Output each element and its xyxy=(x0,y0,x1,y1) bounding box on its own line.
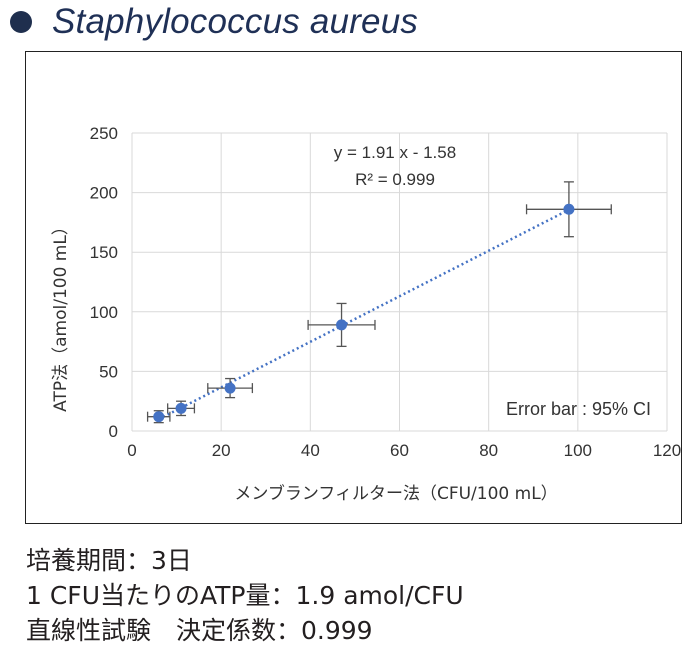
data-point xyxy=(224,382,236,394)
bullet-icon xyxy=(10,11,32,33)
y-tick-label: 50 xyxy=(99,362,118,381)
r-squared-label: R² = 0.999 xyxy=(355,170,435,189)
note-atp-per-cfu: 1 CFU当たりのATP量：1.9 amol/CFU xyxy=(26,581,464,610)
note-culture-period: 培養期間：3日 xyxy=(26,546,192,575)
chart-title: Staphylococcus aureus xyxy=(52,2,419,41)
chart-frame: 0 20 40 60 80 100 120 0 50 100 150 200 250 y = 1.91 … xyxy=(25,51,682,524)
x-tick-label: 0 xyxy=(127,441,136,460)
data-point xyxy=(153,411,165,423)
note-linearity: 直線性試験 決定係数：0.999 xyxy=(26,616,373,645)
x-tick-label: 20 xyxy=(212,441,231,460)
error-bar-annotation: Error bar : 95% CI xyxy=(506,399,651,419)
data-point xyxy=(563,203,575,215)
notes-block: 培養期間：3日 1 CFU当たりのATP量：1.9 amol/CFU 直線性試験… xyxy=(26,543,464,648)
x-tick-label: 80 xyxy=(479,441,498,460)
chart-svg: 0 20 40 60 80 100 120 0 50 100 150 200 250 y = 1.91 … xyxy=(51,124,681,504)
equation-label: y = 1.91 x - 1.58 xyxy=(334,143,456,162)
y-tick-label: 200 xyxy=(90,184,118,203)
x-tick-label: 40 xyxy=(301,441,320,460)
y-tick-label: 100 xyxy=(90,303,118,322)
y-axis-label: ATP法（amol/100 mL） xyxy=(51,218,71,412)
x-tick-label: 60 xyxy=(390,441,409,460)
x-tick-label: 100 xyxy=(564,441,592,460)
x-axis-label: メンブランフィルター法（CFU/100 mL） xyxy=(234,483,557,504)
data-point xyxy=(336,319,348,331)
data-point xyxy=(175,402,187,414)
x-tick-label: 120 xyxy=(653,441,681,460)
y-tick-label: 0 xyxy=(109,422,118,441)
y-tick-label: 250 xyxy=(90,124,118,143)
title-row: Staphylococcus aureus xyxy=(10,0,418,44)
y-tick-label: 150 xyxy=(90,243,118,262)
